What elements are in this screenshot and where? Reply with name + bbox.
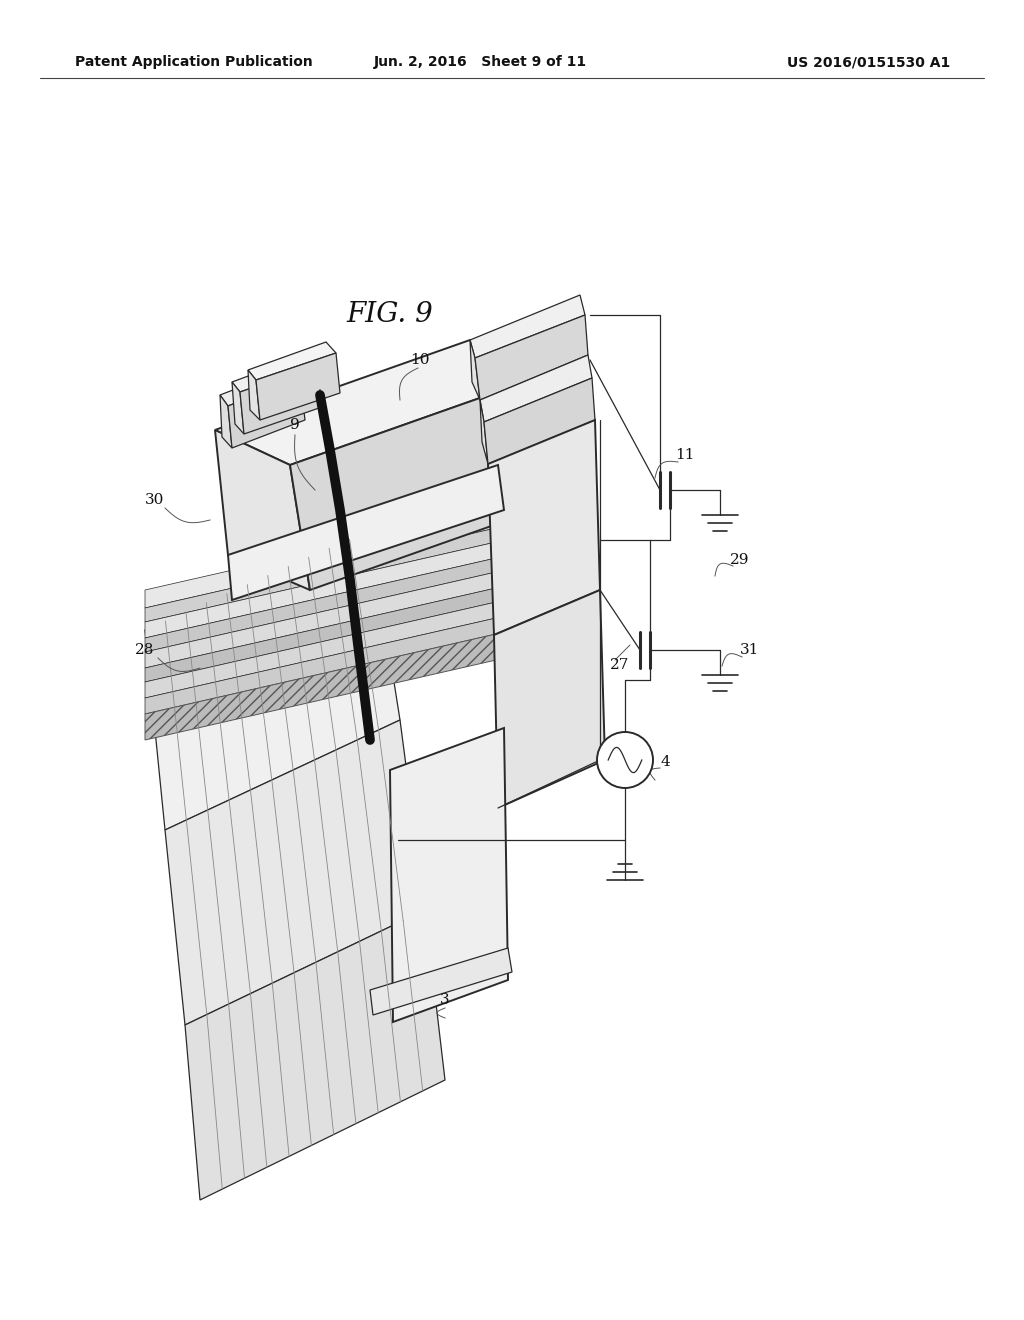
Polygon shape (145, 624, 540, 741)
Polygon shape (145, 500, 540, 609)
Polygon shape (232, 354, 318, 392)
Polygon shape (145, 517, 540, 622)
Polygon shape (494, 590, 605, 808)
Polygon shape (145, 562, 540, 668)
Polygon shape (145, 548, 540, 652)
Text: Jun. 2, 2016   Sheet 9 of 11: Jun. 2, 2016 Sheet 9 of 11 (374, 55, 587, 69)
Text: FIG. 9: FIG. 9 (347, 301, 433, 329)
Polygon shape (488, 420, 600, 635)
Polygon shape (290, 375, 565, 590)
Polygon shape (165, 719, 425, 1026)
Polygon shape (215, 341, 545, 465)
Text: 11: 11 (675, 447, 694, 462)
Polygon shape (248, 342, 336, 380)
Polygon shape (145, 578, 540, 682)
Text: 27: 27 (610, 657, 630, 672)
Polygon shape (484, 378, 595, 465)
Polygon shape (220, 368, 300, 407)
Text: 31: 31 (740, 643, 760, 657)
Polygon shape (390, 729, 508, 1022)
Polygon shape (228, 465, 504, 601)
Polygon shape (145, 609, 540, 714)
Text: 29: 29 (730, 553, 750, 568)
Polygon shape (240, 366, 322, 434)
Text: 9: 9 (290, 418, 300, 432)
Polygon shape (470, 294, 585, 358)
Polygon shape (145, 591, 540, 698)
Polygon shape (370, 948, 512, 1015)
Polygon shape (470, 341, 480, 400)
Polygon shape (480, 355, 592, 422)
Text: 4: 4 (660, 755, 670, 770)
Text: Patent Application Publication: Patent Application Publication (75, 55, 312, 69)
Polygon shape (475, 315, 588, 400)
Polygon shape (145, 532, 540, 638)
Polygon shape (232, 381, 244, 434)
Polygon shape (220, 395, 232, 447)
Text: 10: 10 (411, 352, 430, 367)
Polygon shape (480, 400, 488, 465)
Polygon shape (256, 352, 340, 420)
Text: 28: 28 (135, 643, 155, 657)
Circle shape (597, 733, 653, 788)
Polygon shape (185, 909, 445, 1200)
Polygon shape (215, 430, 310, 590)
Text: 3: 3 (440, 993, 450, 1007)
Text: US 2016/0151530 A1: US 2016/0151530 A1 (786, 55, 950, 69)
Polygon shape (145, 531, 400, 830)
Polygon shape (228, 378, 305, 447)
Polygon shape (248, 370, 260, 420)
Text: 30: 30 (145, 492, 165, 507)
